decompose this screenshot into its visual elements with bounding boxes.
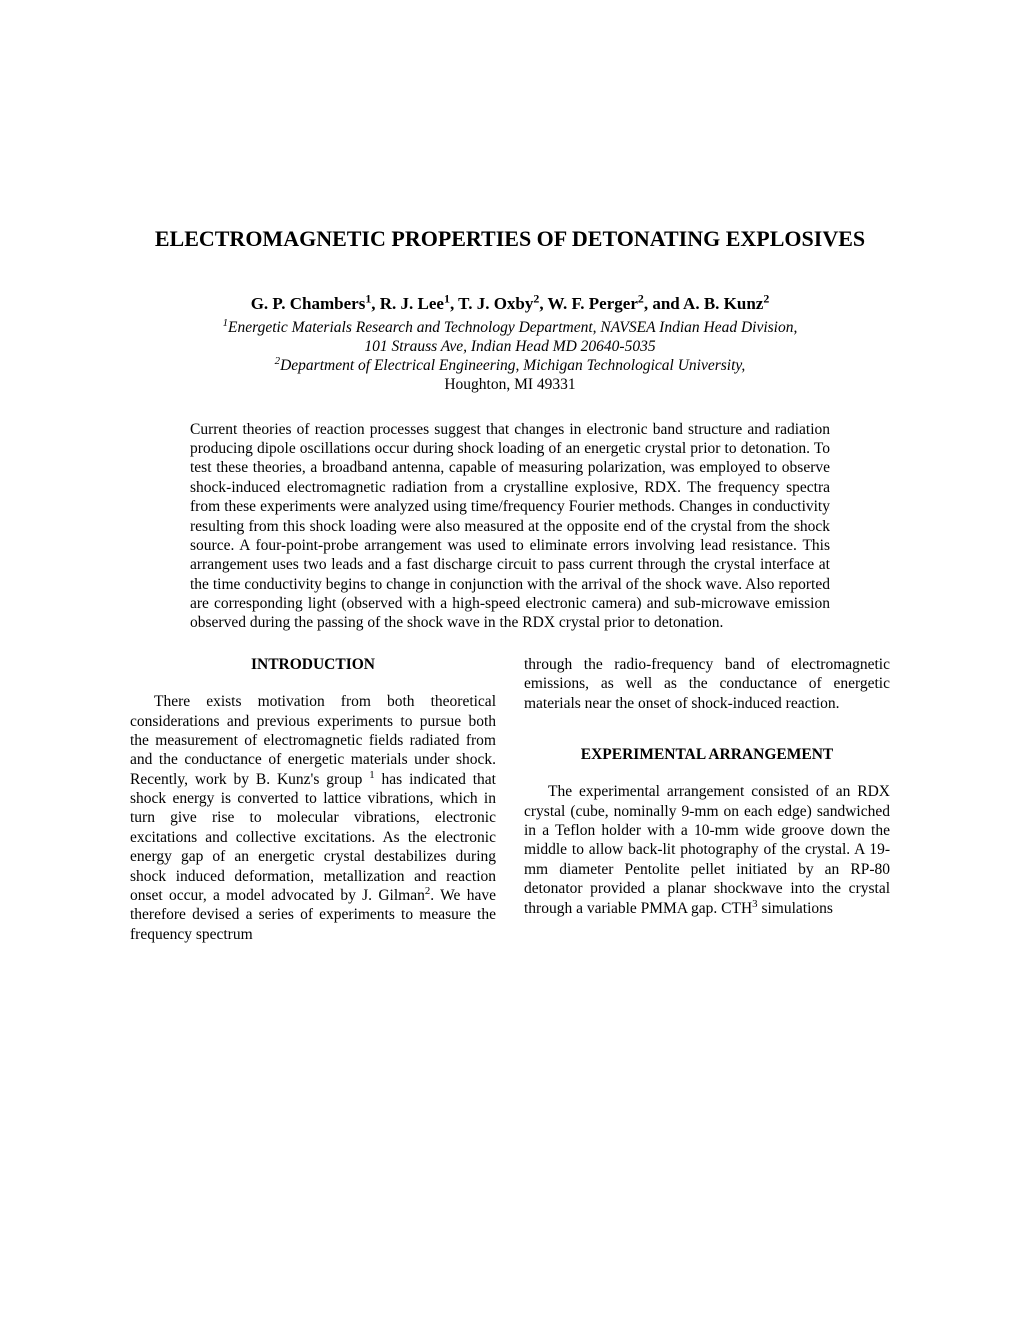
experimental-paragraph: The experimental arrangement consisted o… xyxy=(524,782,890,918)
introduction-continuation: through the radio-frequency band of elec… xyxy=(524,655,890,713)
column-left: INTRODUCTION There exists motivation fro… xyxy=(130,655,496,944)
paper-title: ELECTROMAGNETIC PROPERTIES OF DETONATING… xyxy=(130,225,890,254)
two-column-body: INTRODUCTION There exists motivation fro… xyxy=(130,655,890,944)
affiliation-1-address: 101 Strauss Ave, Indian Head MD 20640-50… xyxy=(130,337,890,356)
column-right: through the radio-frequency band of elec… xyxy=(524,655,890,944)
abstract-paragraph: Current theories of reaction processes s… xyxy=(190,420,830,633)
section-heading-experimental: EXPERIMENTAL ARRANGEMENT xyxy=(524,745,890,764)
section-heading-introduction: INTRODUCTION xyxy=(130,655,496,674)
affiliation-2-address: Houghton, MI 49331 xyxy=(130,376,890,394)
page: ELECTROMAGNETIC PROPERTIES OF DETONATING… xyxy=(0,0,1020,1044)
introduction-paragraph: There exists motivation from both theore… xyxy=(130,692,496,944)
affiliation-1: 1Energetic Materials Research and Techno… xyxy=(130,318,890,337)
authors-line: G. P. Chambers1, R. J. Lee1, T. J. Oxby2… xyxy=(130,294,890,314)
affiliation-2: 2Department of Electrical Engineering, M… xyxy=(130,356,890,375)
